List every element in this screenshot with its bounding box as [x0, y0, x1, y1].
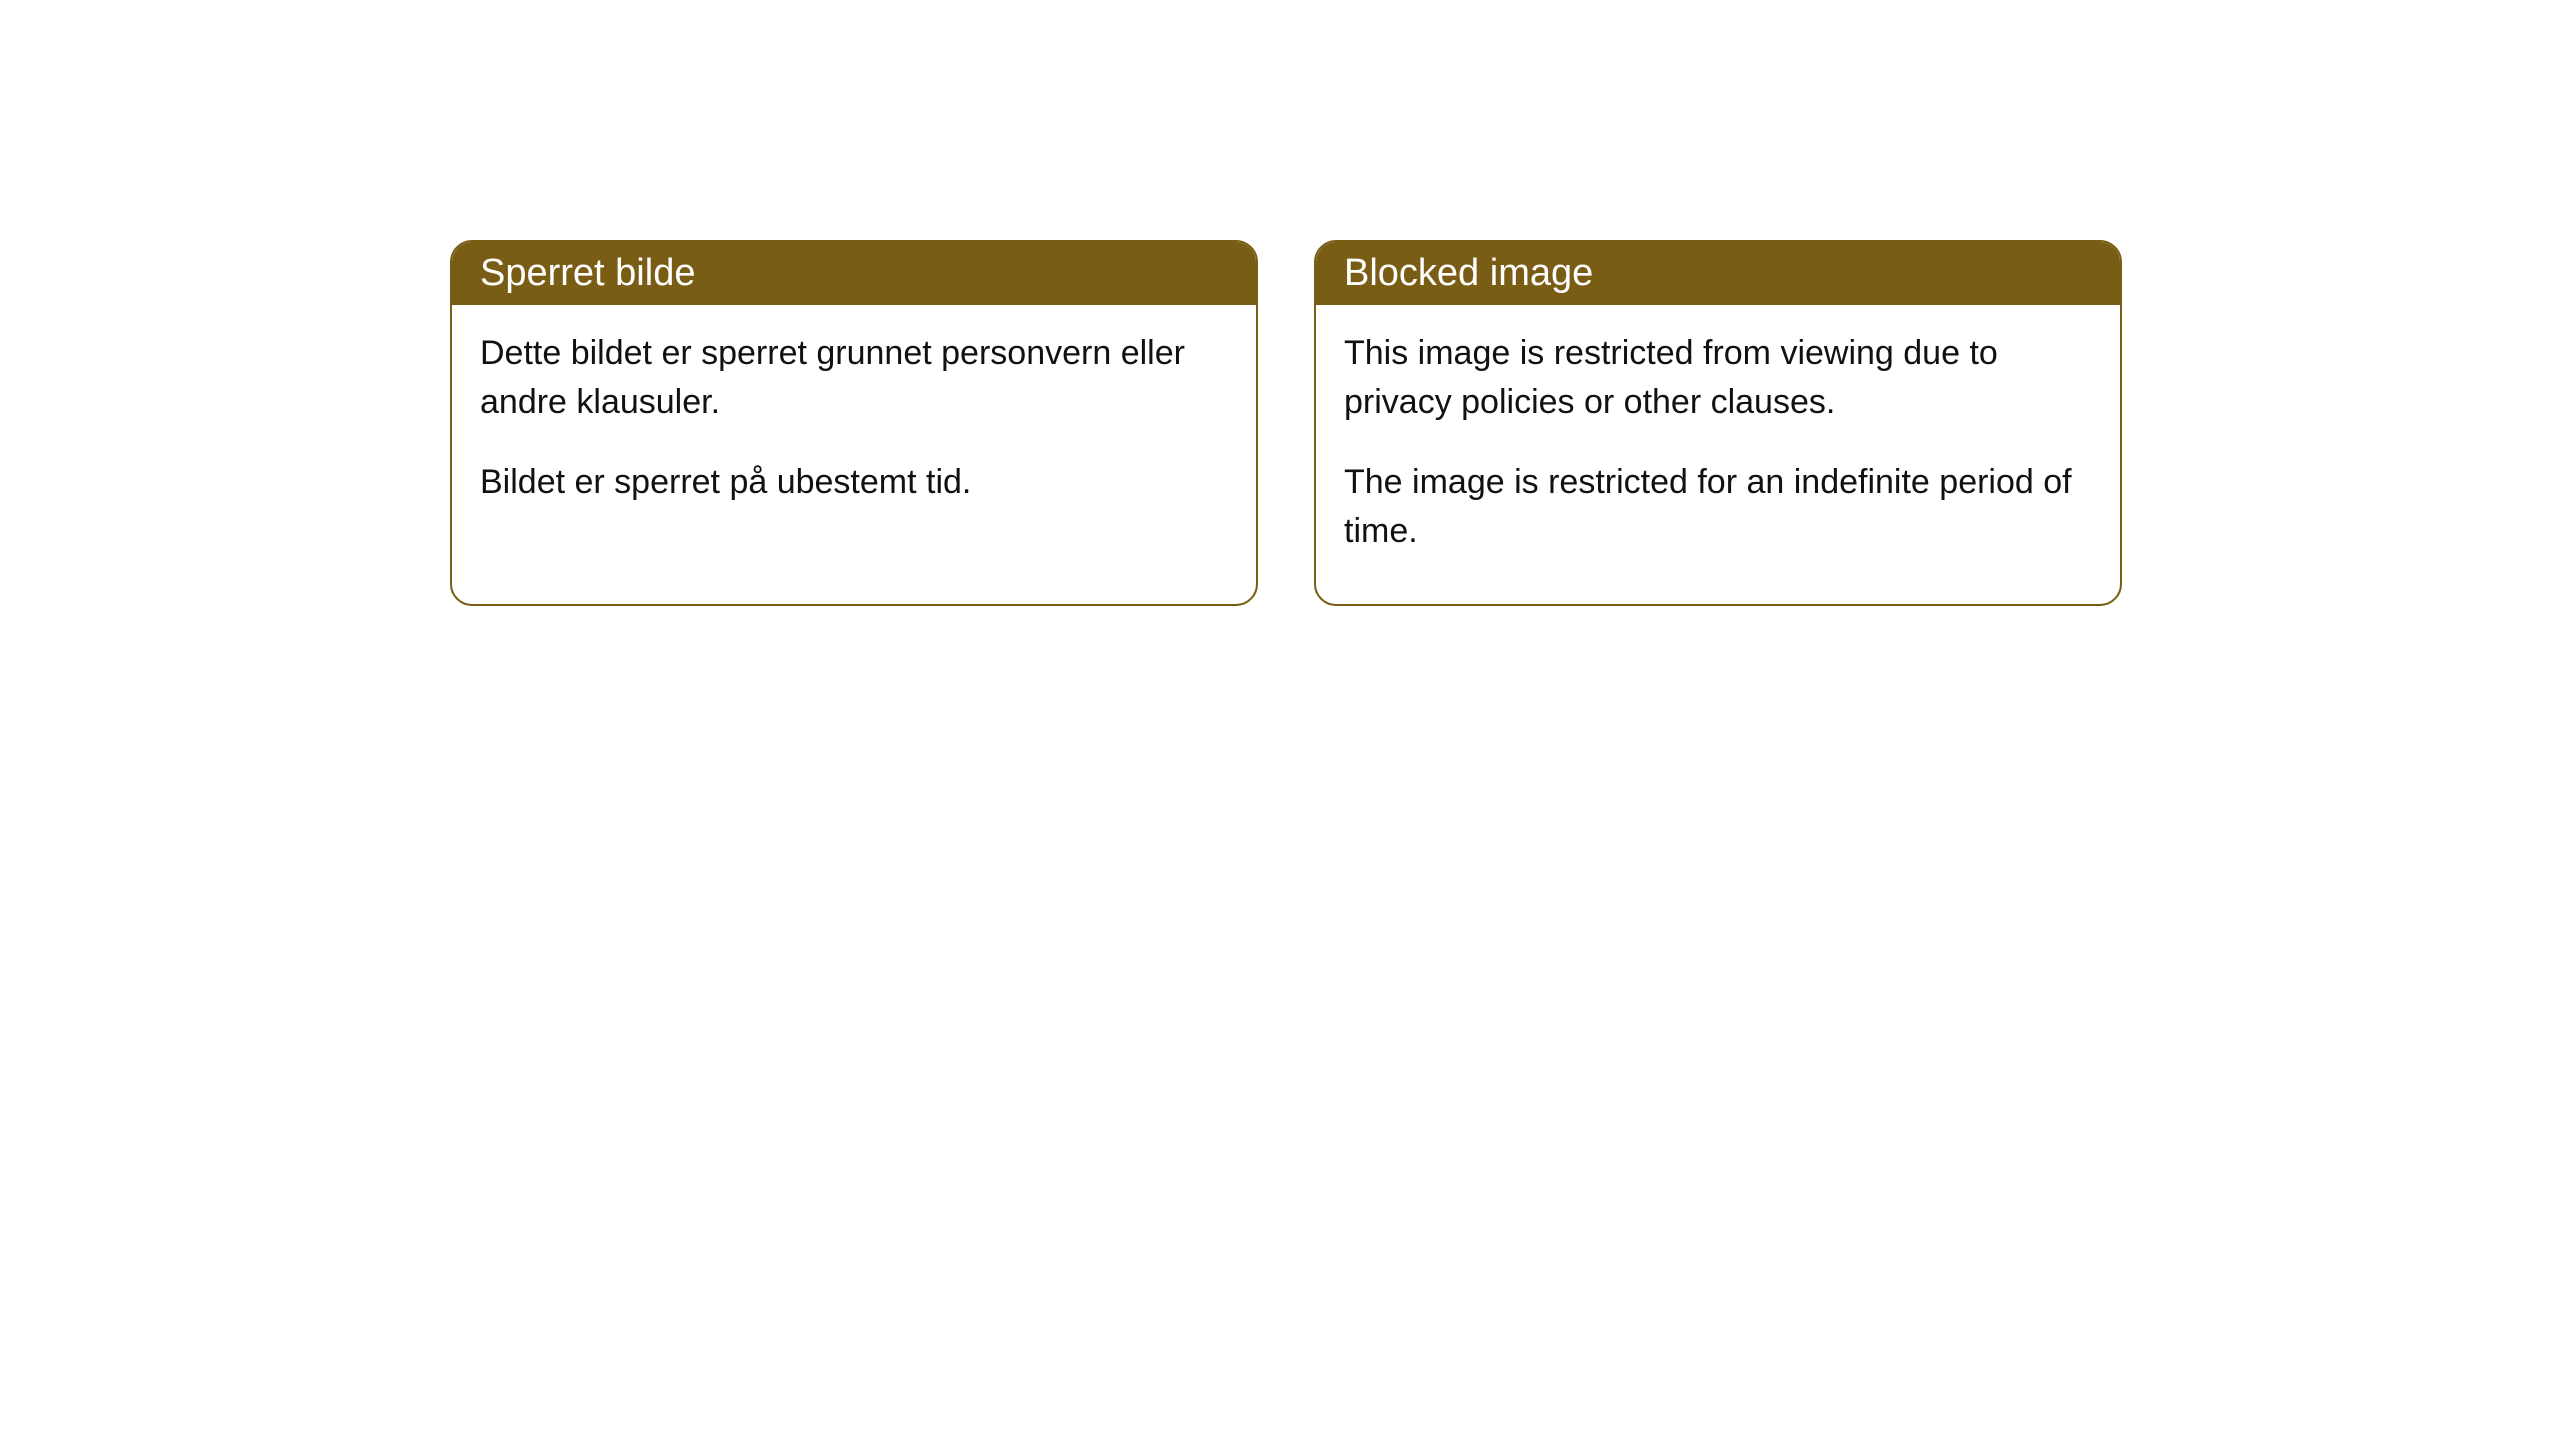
- blocked-image-card-norwegian: Sperret bilde Dette bildet er sperret gr…: [450, 240, 1258, 606]
- card-body-norwegian: Dette bildet er sperret grunnet personve…: [452, 305, 1256, 555]
- card-paragraph: Dette bildet er sperret grunnet personve…: [480, 329, 1228, 428]
- card-title: Sperret bilde: [480, 252, 695, 294]
- card-title: Blocked image: [1344, 252, 1593, 294]
- blocked-image-card-english: Blocked image This image is restricted f…: [1314, 240, 2122, 606]
- card-body-english: This image is restricted from viewing du…: [1316, 305, 2120, 604]
- card-paragraph: The image is restricted for an indefinit…: [1344, 458, 2092, 557]
- notice-cards-container: Sperret bilde Dette bildet er sperret gr…: [450, 240, 2560, 606]
- card-header-english: Blocked image: [1316, 242, 2120, 305]
- card-paragraph: Bildet er sperret på ubestemt tid.: [480, 458, 1228, 507]
- card-paragraph: This image is restricted from viewing du…: [1344, 329, 2092, 428]
- card-header-norwegian: Sperret bilde: [452, 242, 1256, 305]
